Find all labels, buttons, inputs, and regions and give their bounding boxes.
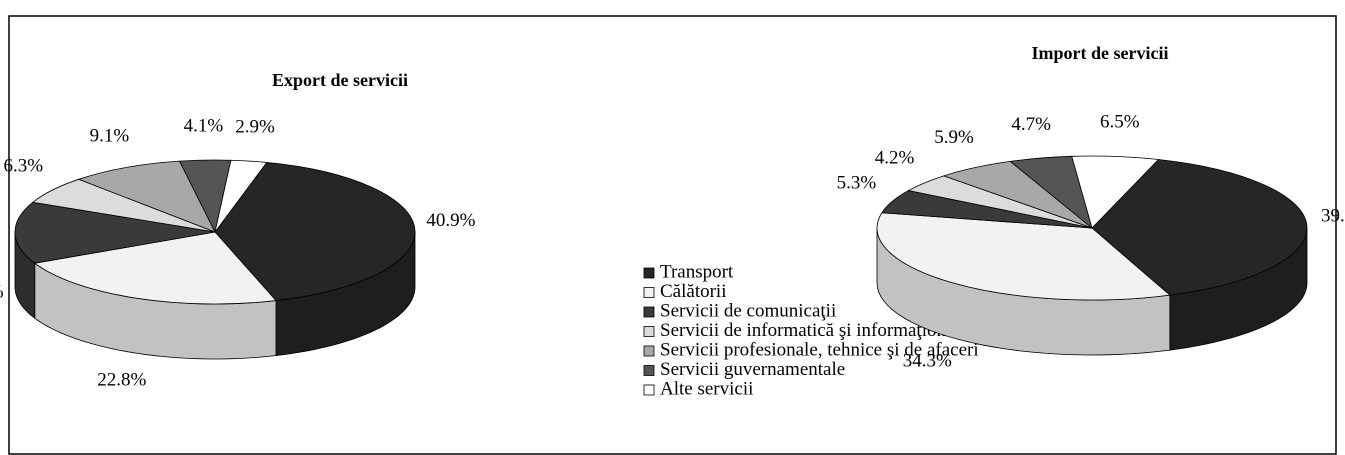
legend-swatch <box>643 326 655 337</box>
legend-swatch <box>643 345 655 357</box>
data-label: 5.9% <box>934 127 974 148</box>
legend-label: Transport <box>660 261 734 282</box>
legend-label: Alte servicii <box>660 378 753 399</box>
data-label: 40.9% <box>426 210 475 231</box>
data-label: 5.3% <box>837 172 877 193</box>
slice <box>876 212 1171 301</box>
legend-swatch <box>643 267 655 279</box>
slice <box>77 160 216 233</box>
legend-label: Servicii de comunicaţii <box>660 300 836 321</box>
data-label: 9.1% <box>90 125 130 146</box>
legend-swatch <box>643 365 655 376</box>
legend-label: Servicii profesionale, tehnice şi de afa… <box>660 339 979 360</box>
data-label: 4.2% <box>875 147 915 168</box>
chart-title: Import de servicii <box>1032 43 1169 63</box>
slice <box>214 162 416 301</box>
legend-label: Călătorii <box>660 281 726 302</box>
legend-label: Servicii guvernamentale <box>660 359 845 380</box>
legend-swatch <box>643 384 655 396</box>
data-label: 34.3% <box>903 350 952 371</box>
data-label: 6.3% <box>4 156 44 177</box>
data-label: 13.9% <box>0 281 4 302</box>
slice <box>1071 155 1160 229</box>
data-label: 2.9% <box>235 117 275 138</box>
legend-label: Servicii de informatică şi informaţional… <box>660 320 968 341</box>
slice <box>14 201 216 264</box>
slice <box>33 231 277 305</box>
chart-title: Export de servicii <box>272 70 408 90</box>
legend-swatch <box>643 306 655 318</box>
data-label: 39.1% <box>1321 206 1345 227</box>
data-label: 22.8% <box>97 370 146 391</box>
legend-swatch <box>643 287 655 298</box>
data-label: 4.7% <box>1011 114 1051 135</box>
slice <box>1091 159 1308 296</box>
slice <box>214 159 268 233</box>
data-label: 6.5% <box>1100 112 1140 133</box>
data-label: 4.1% <box>184 115 224 136</box>
